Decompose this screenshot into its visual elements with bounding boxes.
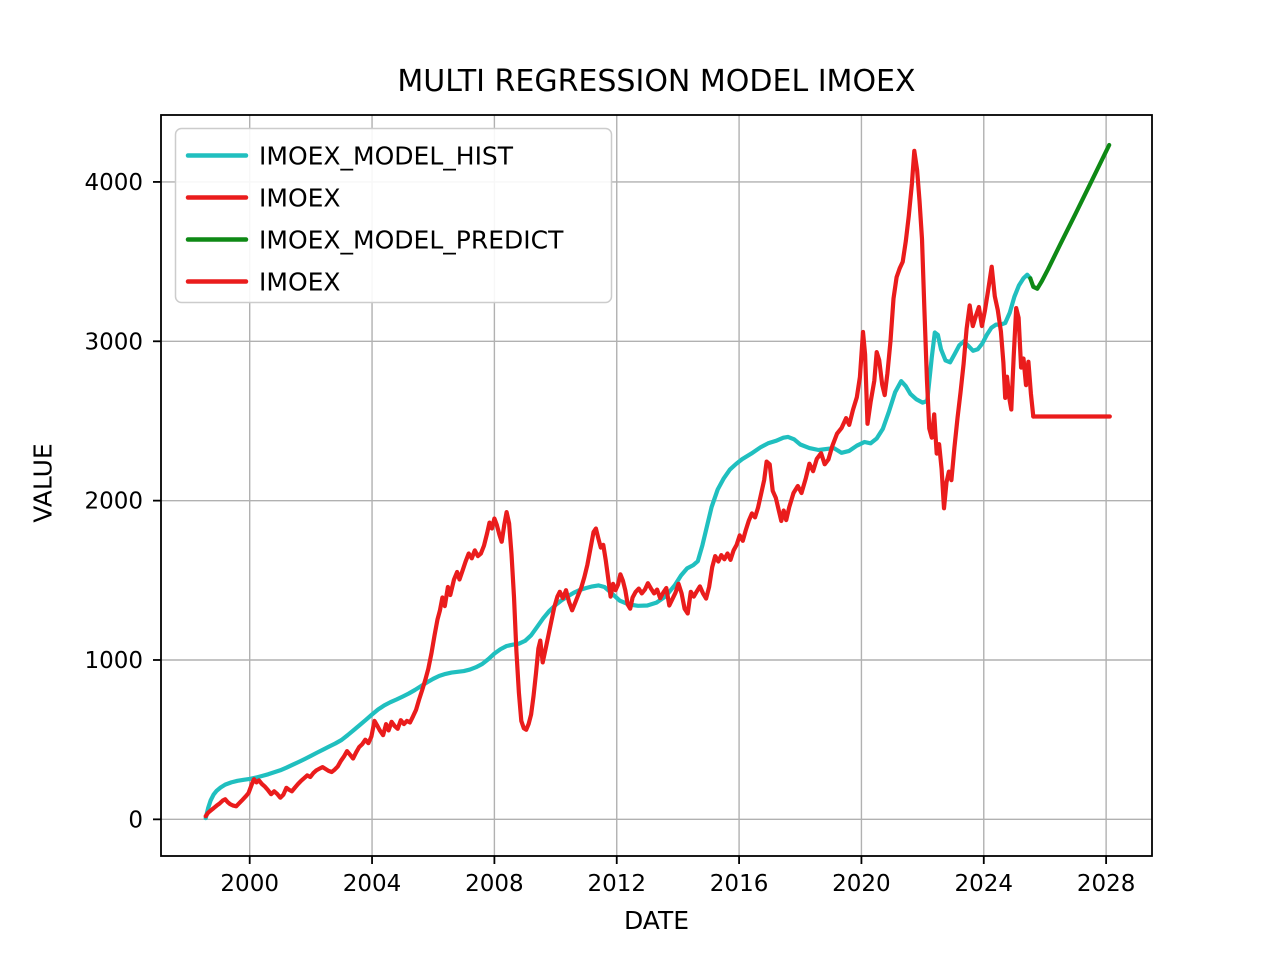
x-tick-label-2024: 2024	[955, 871, 1014, 897]
legend-box	[174, 127, 613, 304]
y-tick-label-1000: 1000	[84, 648, 143, 674]
x-tick-label-2028: 2028	[1077, 871, 1136, 897]
x-tick-label-2020: 2020	[832, 871, 891, 897]
x-tick-label-2008: 2008	[465, 871, 524, 897]
legend-label-1: IMOEX	[259, 184, 341, 213]
series-line-1-IMOEX	[203, 148, 1036, 819]
y-axis-label: VALUE	[28, 443, 58, 523]
legend-label-3: IMOEX	[259, 268, 341, 297]
legend-label-0: IMOEX_MODEL_HIST	[259, 142, 514, 171]
legend-label-2: IMOEX_MODEL_PREDICT	[259, 226, 564, 255]
chart-title: MULTI REGRESSION MODEL IMOEX	[397, 64, 916, 99]
series-line-2-IMOEX_MODEL_PREDICT	[1028, 142, 1112, 291]
y-tick-label-3000: 3000	[84, 329, 143, 355]
x-tick-label-2016: 2016	[710, 871, 769, 897]
y-tick-label-4000: 4000	[84, 170, 143, 196]
series-line-0-IMOEX_MODEL_HIST	[203, 272, 1033, 821]
x-tick-label-2000: 2000	[220, 871, 279, 897]
x-tick-label-2004: 2004	[343, 871, 402, 897]
axes-spines	[160, 114, 1153, 857]
y-tick-label-2000: 2000	[84, 489, 143, 515]
x-tick-label-2012: 2012	[587, 871, 646, 897]
y-tick-label-0: 0	[128, 807, 143, 833]
x-axis-label: DATE	[623, 906, 690, 935]
